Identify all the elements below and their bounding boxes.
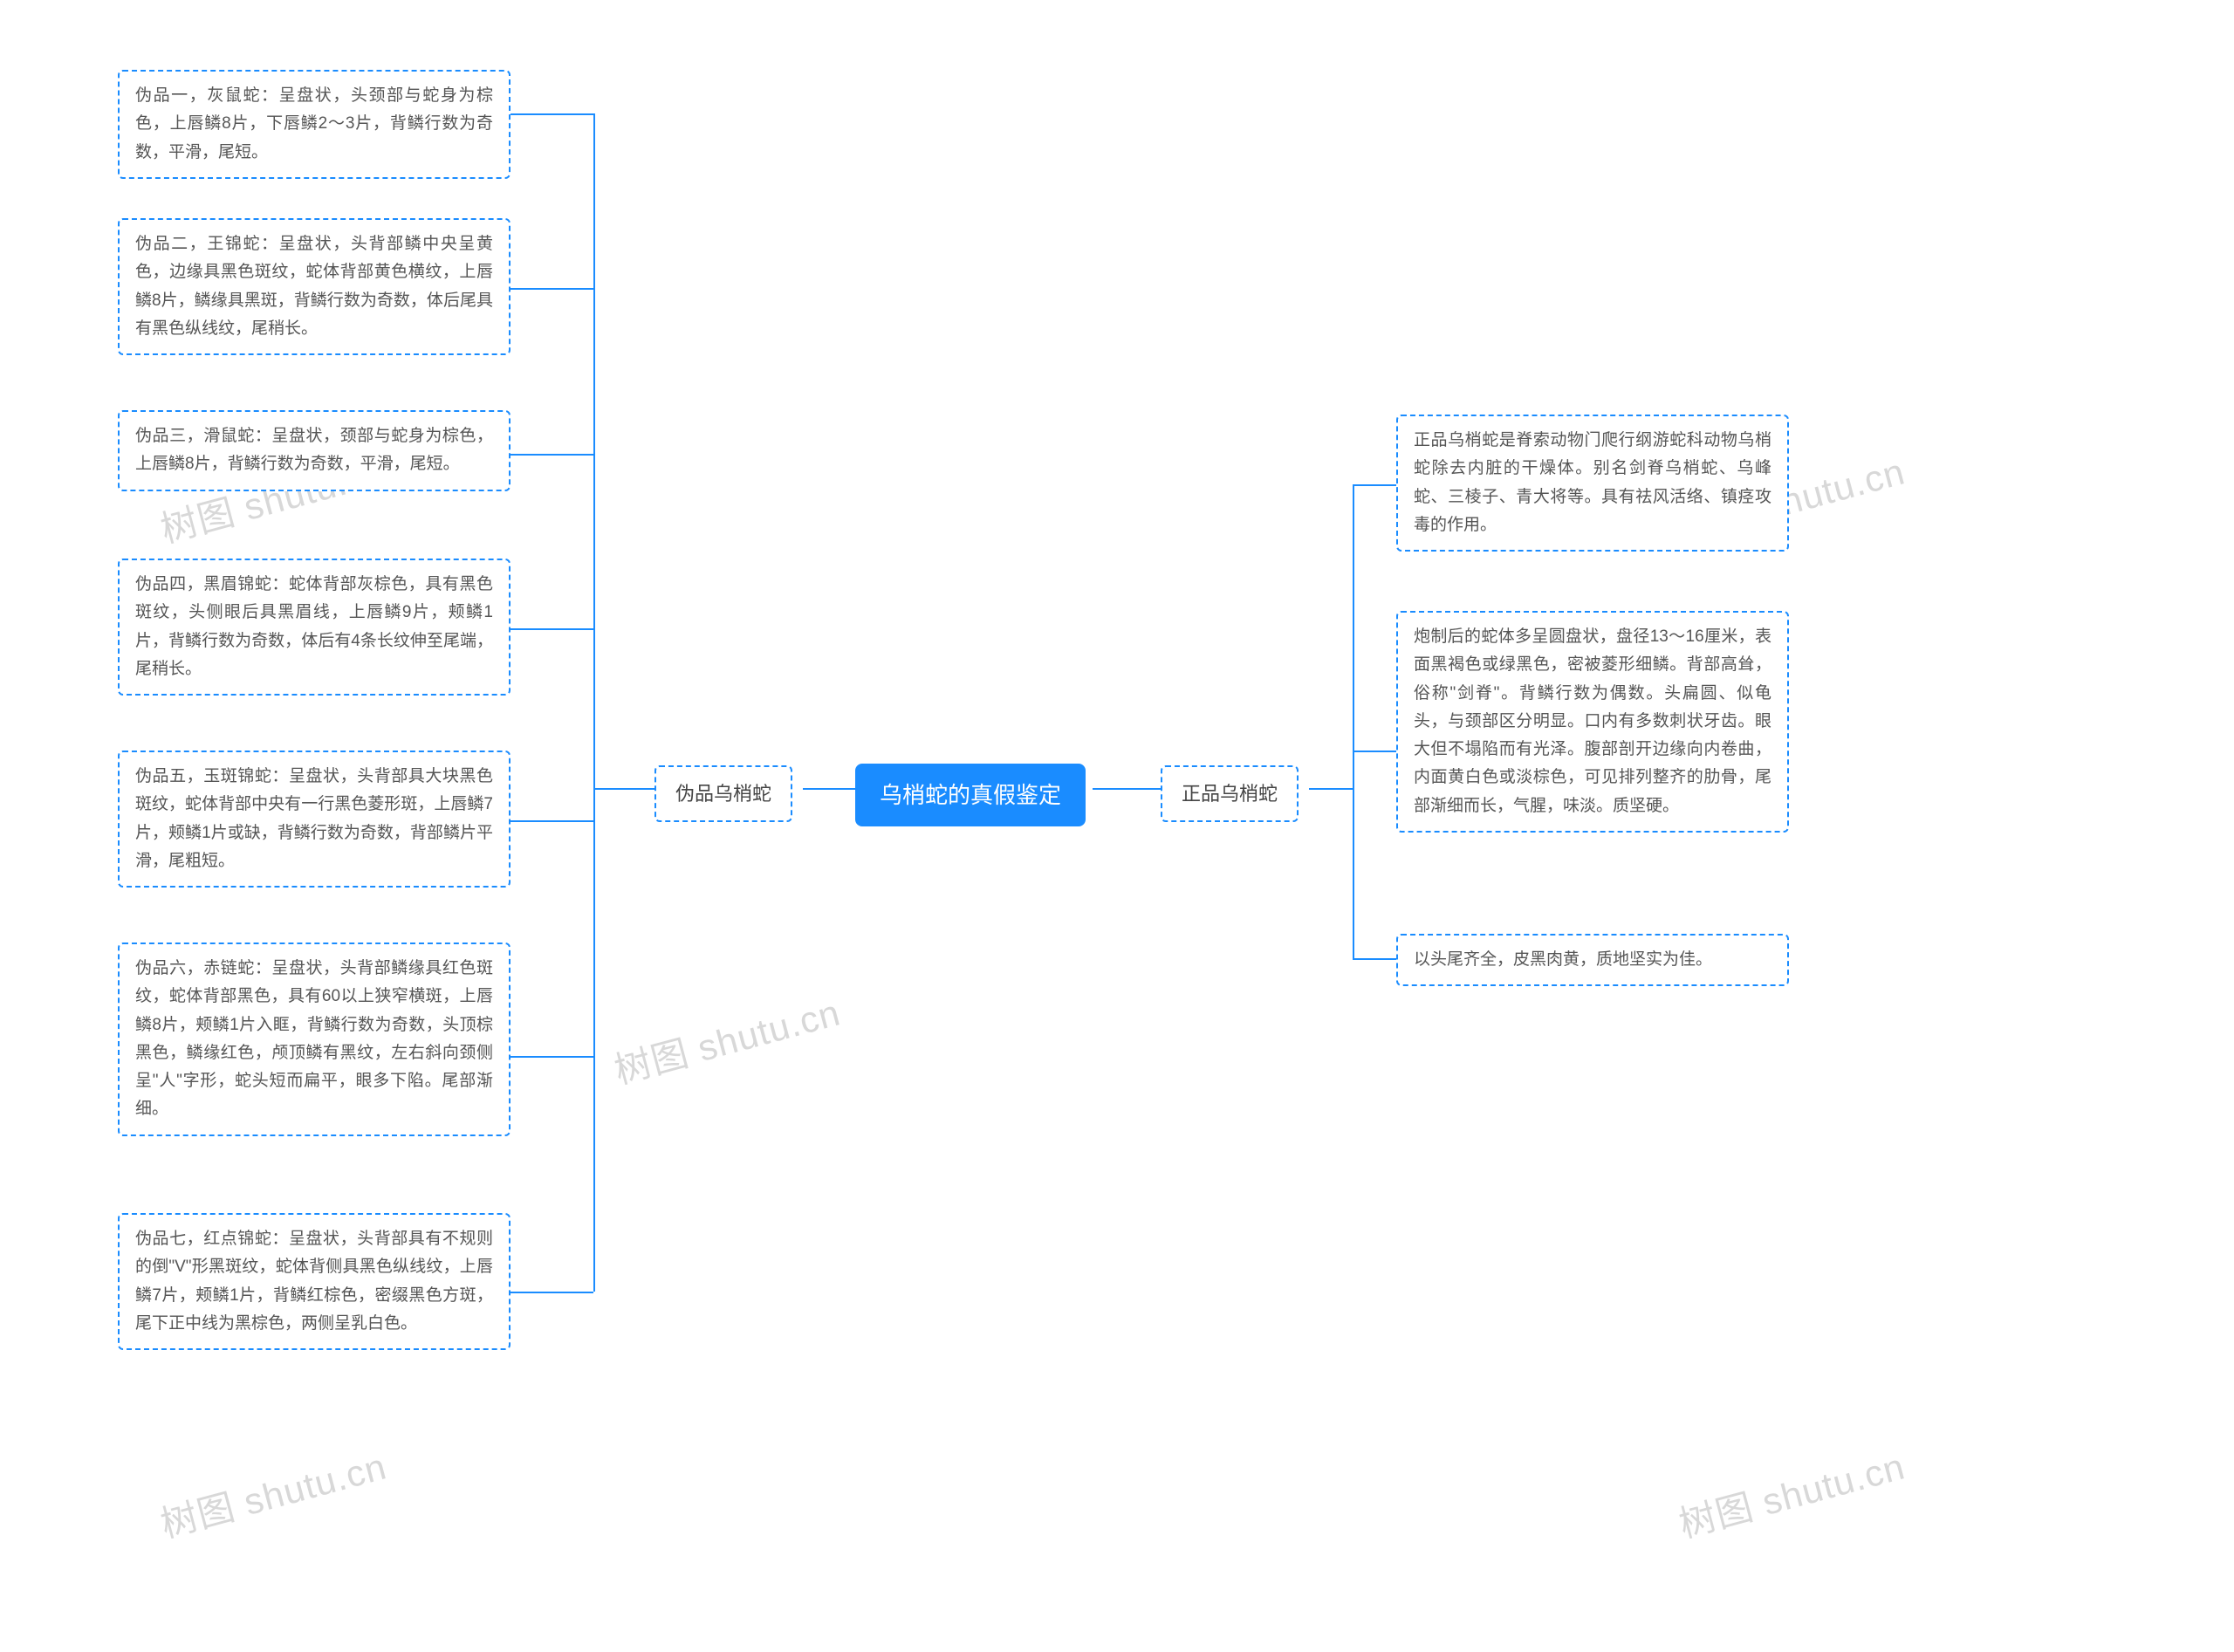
right-leaf-2[interactable]: 炮制后的蛇体多呈圆盘状，盘径13～16厘米，表面黑褐色或绿黑色，密被菱形细鳞。背… xyxy=(1396,611,1789,833)
watermark: 树图 shutu.cn xyxy=(154,1437,392,1549)
connector xyxy=(511,113,593,115)
right-leaf-1[interactable]: 正品乌梢蛇是脊索动物门爬行纲游蛇科动物乌梢蛇除去内脏的干燥体。别名剑脊乌梢蛇、乌… xyxy=(1396,415,1789,552)
connector xyxy=(593,113,595,1292)
connector xyxy=(511,1292,593,1293)
watermark: 树图 shutu.cn xyxy=(1673,1437,1910,1549)
left-leaf-3[interactable]: 伪品三，滑鼠蛇：呈盘状，颈部与蛇身为棕色，上唇鳞8片，背鳞行数为奇数，平滑，尾短… xyxy=(118,410,511,491)
connector xyxy=(511,1056,593,1058)
connector xyxy=(1353,958,1396,960)
connector xyxy=(1093,788,1161,790)
left-leaf-5[interactable]: 伪品五，玉斑锦蛇：呈盘状，头背部具大块黑色斑纹，蛇体背部中央有一行黑色菱形斑，上… xyxy=(118,751,511,888)
connector xyxy=(511,820,593,822)
connector xyxy=(1309,788,1353,790)
connector xyxy=(1353,484,1354,960)
left-leaf-1[interactable]: 伪品一，灰鼠蛇：呈盘状，头颈部与蛇身为棕色，上唇鳞8片，下唇鳞2～3片，背鳞行数… xyxy=(118,70,511,179)
connector xyxy=(511,454,593,456)
connector xyxy=(593,788,654,790)
left-leaf-4[interactable]: 伪品四，黑眉锦蛇：蛇体背部灰棕色，具有黑色斑纹，头侧眼后具黑眉线，上唇鳞9片，颊… xyxy=(118,559,511,696)
left-leaf-2[interactable]: 伪品二，王锦蛇：呈盘状，头背部鳞中央呈黄色，边缘具黑色斑纹，蛇体背部黄色横纹，上… xyxy=(118,218,511,355)
right-leaf-3[interactable]: 以头尾齐全，皮黑肉黄，质地坚实为佳。 xyxy=(1396,934,1789,986)
center-node[interactable]: 乌梢蛇的真假鉴定 xyxy=(855,764,1086,826)
left-leaf-6[interactable]: 伪品六，赤链蛇：呈盘状，头背部鳞缘具红色斑纹，蛇体背部黑色，具有60以上狭窄横斑… xyxy=(118,943,511,1136)
connector xyxy=(1353,751,1396,752)
left-branch-node[interactable]: 伪品乌梢蛇 xyxy=(654,765,792,822)
connector xyxy=(511,288,593,290)
connector xyxy=(803,788,855,790)
connector xyxy=(511,628,593,630)
left-leaf-7[interactable]: 伪品七，红点锦蛇：呈盘状，头背部具有不规则的倒"V"形黑斑纹，蛇体背侧具黑色纵线… xyxy=(118,1213,511,1350)
right-branch-node[interactable]: 正品乌梢蛇 xyxy=(1161,765,1299,822)
watermark: 树图 shutu.cn xyxy=(608,984,846,1095)
connector xyxy=(1353,484,1396,486)
